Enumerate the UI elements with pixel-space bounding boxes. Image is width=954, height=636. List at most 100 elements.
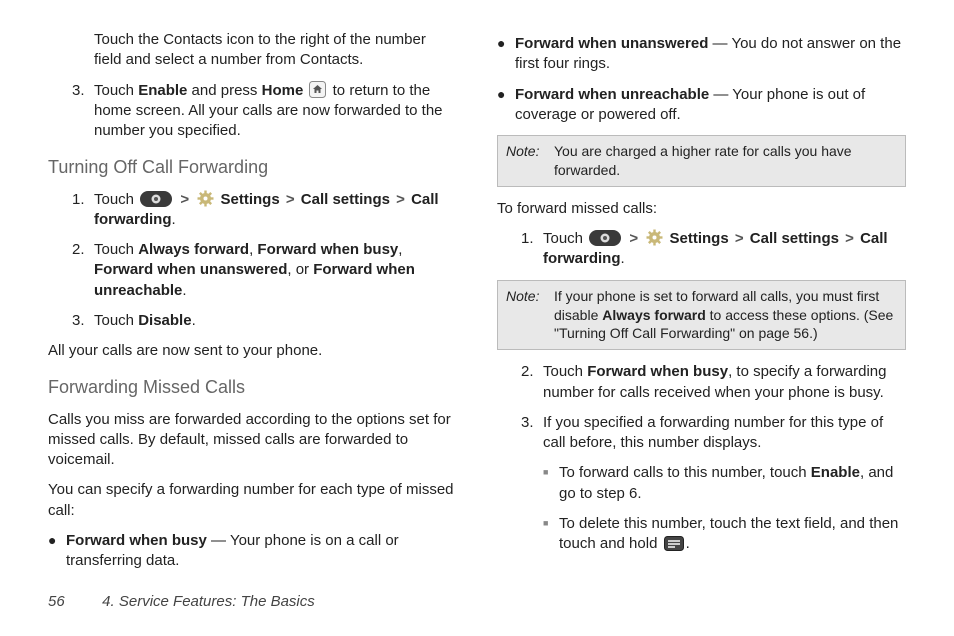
text-run: Touch bbox=[543, 230, 587, 247]
text-run: . bbox=[192, 312, 196, 329]
gear-icon bbox=[197, 190, 214, 207]
step-text: Touch Always forward, Forward when busy,… bbox=[94, 240, 457, 301]
note-label: Note: bbox=[506, 287, 554, 344]
page-number: 56 bbox=[48, 593, 98, 610]
list-item: ● Forward when unanswered — You do not a… bbox=[497, 34, 906, 75]
text-run: Touch bbox=[94, 82, 138, 99]
note-box: Note: If your phone is set to forward al… bbox=[497, 280, 906, 351]
chevron-icon: > bbox=[627, 229, 640, 249]
note-text: You are charged a higher rate for calls … bbox=[554, 142, 897, 180]
chevron-icon: > bbox=[843, 229, 856, 249]
step-1: 1. Touch > Settings > Call settings > Ca… bbox=[521, 229, 906, 270]
bold-fwd-unanswered: Forward when unanswered bbox=[515, 35, 708, 52]
step-number: 3. bbox=[72, 311, 94, 331]
home-icon bbox=[309, 81, 326, 98]
step-number: 1. bbox=[72, 190, 94, 231]
bold-fwd-busy: Forward when busy bbox=[66, 532, 207, 549]
paragraph: Calls you miss are forwarded according t… bbox=[48, 410, 457, 471]
bold-fwd-unanswered: Forward when unanswered bbox=[94, 261, 287, 278]
chevron-icon: > bbox=[394, 190, 407, 210]
item-text: To delete this number, touch the text fi… bbox=[559, 514, 906, 555]
step-3: 3. Touch Disable. bbox=[72, 311, 457, 331]
sub-steps: ■ To forward calls to this number, touch… bbox=[543, 463, 906, 554]
bold-fwd-busy: Forward when busy bbox=[587, 363, 728, 380]
text-run: and press bbox=[187, 82, 261, 99]
step-3: 3. Touch Enable and press Home to return… bbox=[72, 81, 457, 142]
step-1: 1. Touch > Settings > Call settings > Ca… bbox=[72, 190, 457, 231]
step-2: 2. Touch Forward when busy, to specify a… bbox=[521, 362, 906, 403]
square-bullet-icon: ■ bbox=[543, 514, 559, 555]
chevron-icon: > bbox=[733, 229, 746, 249]
missed-call-types-cont: ● Forward when unanswered — You do not a… bbox=[497, 34, 906, 125]
steps-continued: 3. Touch Enable and press Home to return… bbox=[48, 81, 457, 142]
page-columns: Touch the Contacts icon to the right of … bbox=[0, 0, 954, 581]
note-text: If your phone is set to forward all call… bbox=[554, 287, 897, 344]
bold-always-forward: Always forward bbox=[602, 307, 705, 323]
bold-enable: Enable bbox=[138, 82, 187, 99]
chapter-title: 4. Service Features: The Basics bbox=[102, 593, 315, 610]
step-number: 3. bbox=[72, 81, 94, 142]
step-number: 3. bbox=[521, 413, 543, 454]
step-text: Touch Enable and press Home to return to… bbox=[94, 81, 457, 142]
text-run: — bbox=[708, 35, 731, 52]
step-text: Touch > Settings > Call settings > Call … bbox=[543, 229, 906, 270]
text-run: — bbox=[709, 86, 732, 103]
text-run: Touch bbox=[94, 241, 138, 258]
text-run: Touch bbox=[94, 191, 138, 208]
text-run: , or bbox=[287, 261, 313, 278]
item-text: To forward calls to this number, touch E… bbox=[559, 463, 906, 504]
forward-missed-steps-cont: 2. Touch Forward when busy, to specify a… bbox=[497, 362, 906, 453]
text-run: To delete this number, touch the text fi… bbox=[559, 515, 898, 552]
item-text: Forward when busy — Your phone is on a c… bbox=[66, 531, 457, 572]
item-text: Forward when unanswered — You do not ans… bbox=[515, 34, 906, 75]
heading-fwd-missed: Forwarding Missed Calls bbox=[48, 375, 457, 399]
step-text: Touch > Settings > Call settings > Call … bbox=[94, 190, 457, 231]
note-box: Note: You are charged a higher rate for … bbox=[497, 135, 906, 187]
text-run: Touch bbox=[543, 363, 587, 380]
bold-enable: Enable bbox=[811, 464, 860, 481]
square-bullet-icon: ■ bbox=[543, 463, 559, 504]
bold-fwd-unreachable: Forward when unreachable bbox=[515, 86, 709, 103]
step-2: 2. Touch Always forward, Forward when bu… bbox=[72, 240, 457, 301]
item-text: Forward when unreachable — Your phone is… bbox=[515, 85, 906, 126]
step-number: 2. bbox=[521, 362, 543, 403]
list-item: ● Forward when unreachable — Your phone … bbox=[497, 85, 906, 126]
paragraph: To forward missed calls: bbox=[497, 199, 906, 219]
page-footer: 56 4. Service Features: The Basics bbox=[48, 593, 315, 610]
bold-home: Home bbox=[262, 82, 304, 99]
bullet-icon: ● bbox=[497, 34, 515, 75]
left-column: Touch the Contacts icon to the right of … bbox=[48, 28, 457, 581]
text-run: — bbox=[207, 532, 230, 549]
step-text: Touch Forward when busy, to specify a fo… bbox=[543, 362, 906, 403]
list-item: ● Forward when busy — Your phone is on a… bbox=[48, 531, 457, 572]
forward-missed-steps: 1. Touch > Settings > Call settings > Ca… bbox=[497, 229, 906, 270]
bullet-icon: ● bbox=[497, 85, 515, 126]
sub-item: ■ To delete this number, touch the text … bbox=[543, 514, 906, 555]
bold-always-forward: Always forward bbox=[138, 241, 249, 258]
step-3: 3. If you specified a forwarding number … bbox=[521, 413, 906, 454]
right-column: ● Forward when unanswered — You do not a… bbox=[497, 28, 906, 581]
text-run: Touch bbox=[94, 312, 138, 329]
step-number: 1. bbox=[521, 229, 543, 270]
text-run: . bbox=[182, 282, 186, 299]
text-run: To forward calls to this number, touch bbox=[559, 464, 811, 481]
text-run: , bbox=[398, 241, 402, 258]
paragraph: All your calls are now sent to your phon… bbox=[48, 341, 457, 361]
bold-settings: Settings bbox=[220, 191, 279, 208]
text-run: . bbox=[686, 535, 690, 552]
launcher-icon bbox=[140, 191, 172, 207]
note-label: Note: bbox=[506, 142, 554, 180]
bullet-icon: ● bbox=[48, 531, 66, 572]
paragraph: You can specify a forwarding number for … bbox=[48, 480, 457, 521]
bold-call-settings: Call settings bbox=[750, 230, 839, 247]
launcher-icon bbox=[589, 230, 621, 246]
missed-call-types: ● Forward when busy — Your phone is on a… bbox=[48, 531, 457, 572]
step-text: If you specified a forwarding number for… bbox=[543, 413, 906, 454]
intro-continuation: Touch the Contacts icon to the right of … bbox=[94, 30, 457, 71]
bold-call-settings: Call settings bbox=[301, 191, 390, 208]
step-number: 2. bbox=[72, 240, 94, 301]
turnoff-steps: 1. Touch > Settings > Call settings > Ca… bbox=[48, 190, 457, 332]
chevron-icon: > bbox=[178, 190, 191, 210]
bold-fwd-busy: Forward when busy bbox=[257, 241, 398, 258]
sub-item: ■ To forward calls to this number, touch… bbox=[543, 463, 906, 504]
